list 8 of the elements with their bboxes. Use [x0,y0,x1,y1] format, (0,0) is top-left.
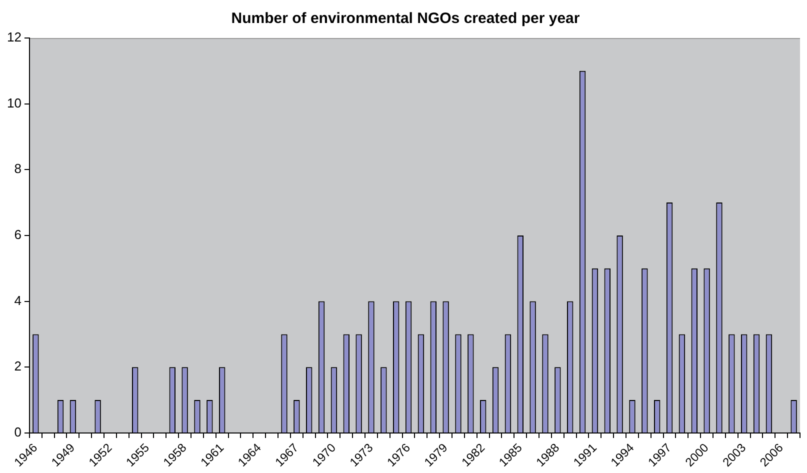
y-tick-label: 4 [14,292,22,308]
y-tick-label: 12 [6,30,22,45]
y-tick-label: 10 [6,95,22,110]
chart-title: Number of environmental NGOs created per year [231,10,580,28]
y-tick-label: 6 [14,227,22,242]
y-tick-label: 0 [14,424,22,440]
y-tick-label: 8 [14,161,22,176]
y-tick-label: 2 [14,358,22,374]
